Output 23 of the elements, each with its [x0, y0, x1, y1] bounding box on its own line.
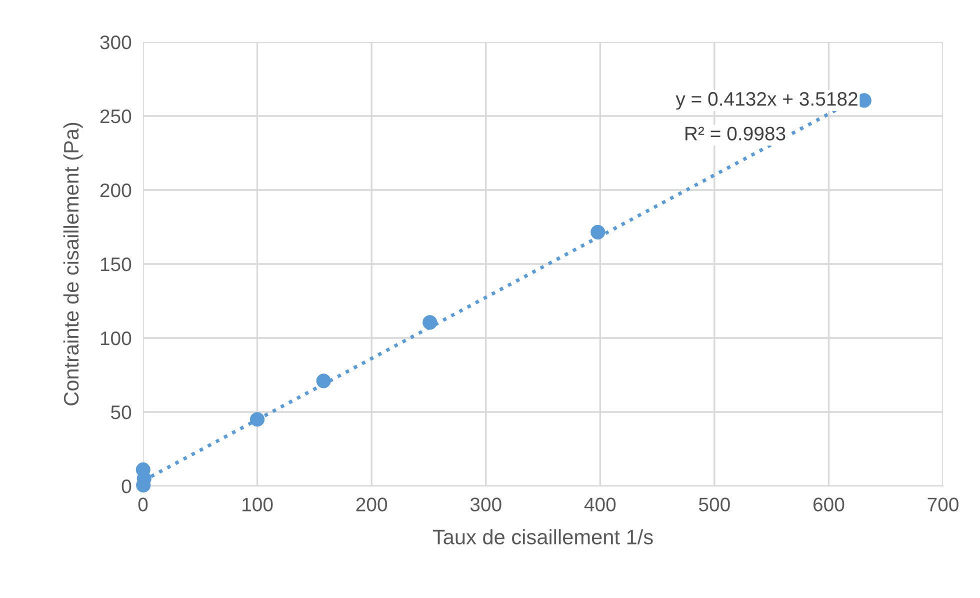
x-tick-label: 400 [584, 498, 616, 512]
x-tick-label: 700 [928, 498, 958, 512]
annotation: R² = 0.9983 [686, 126, 786, 140]
point [316, 374, 331, 388]
x-tick-label: 600 [813, 498, 844, 512]
x-tick-label: 0 [138, 498, 148, 512]
x-axis-title: Taux de cisaillement 1/s [432, 529, 653, 544]
annotation: y = 0.4132x + 3.5182 [676, 92, 858, 110]
x-tick-label: 500 [698, 498, 730, 512]
y-axis-title: Contrainte de cisaillement (Pa) [63, 122, 83, 406]
y-tick-label: 250 [100, 109, 132, 124]
point [250, 412, 265, 427]
y-tick-label: 100 [100, 331, 132, 346]
point [422, 315, 438, 330]
point [590, 224, 606, 240]
y-tick-label: 0 [122, 479, 132, 494]
y-tick-label: 300 [100, 35, 132, 50]
x-tick-label: 300 [470, 498, 502, 512]
x-tick-label: 100 [242, 498, 273, 512]
y-tick-label: 150 [100, 257, 132, 272]
y-tick-label: 200 [100, 183, 132, 198]
y-tick-label: 50 [111, 405, 132, 420]
x-tick-label: 200 [356, 498, 388, 512]
